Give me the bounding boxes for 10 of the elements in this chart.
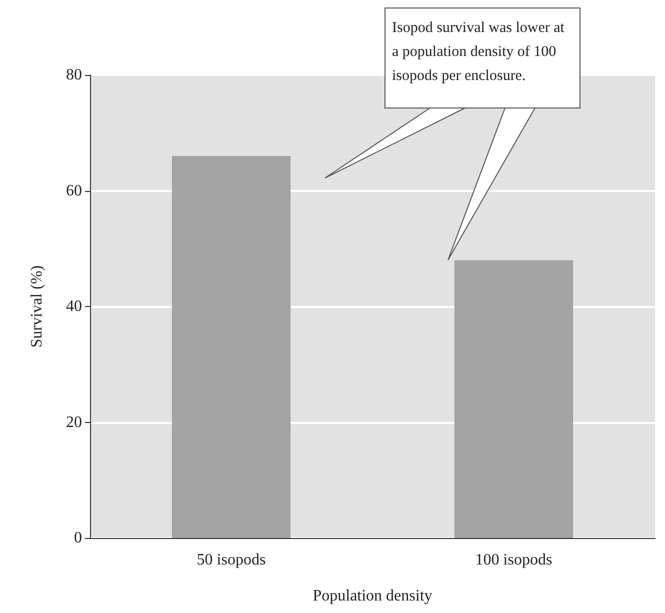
annotation: Isopod survival was lower at a population density of 100 isopods per enclosure.: [392, 19, 566, 86]
y-tick-label: 0: [74, 530, 82, 546]
y-axis-title: Survival (%): [28, 265, 46, 348]
y-tick-label: 20: [66, 414, 82, 431]
y-tick-label: 40: [66, 298, 82, 315]
y-tick-label: 60: [66, 182, 82, 200]
y-tick-label: 80: [66, 66, 82, 84]
x-tick-label: 100 isopods: [475, 552, 552, 568]
x-tick-label: 50 isopods: [196, 552, 266, 568]
x-axis-title: Population density: [312, 588, 432, 604]
